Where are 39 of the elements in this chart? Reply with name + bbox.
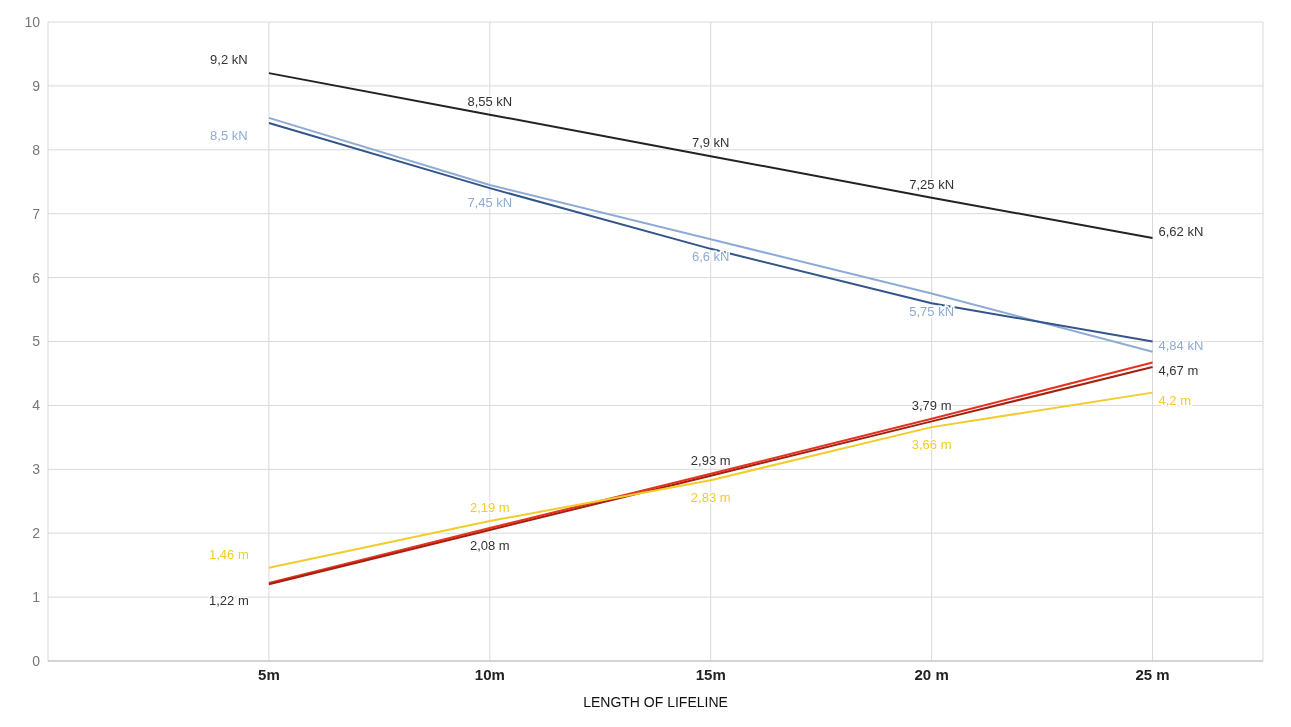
y-tick-label: 9 [32, 77, 41, 94]
data-label: 1,46 m [209, 546, 249, 562]
data-label: 6,6 kN [691, 249, 730, 265]
data-label: 5,75 kN [909, 303, 955, 319]
data-label: 8,55 kN [467, 93, 513, 109]
data-label: 2,19 m [469, 500, 510, 516]
y-tick-label: 6 [32, 269, 41, 286]
y-tick-label: 3 [32, 461, 41, 478]
data-label: 3,66 m [911, 437, 952, 453]
y-tick-label: 5 [32, 333, 41, 350]
data-label: 4,84 kN [1158, 337, 1204, 353]
y-tick-label: 10 [24, 13, 41, 30]
data-label: 2,93 m [690, 452, 731, 468]
x-axis-title: LENGTH OF LIFELINE [583, 694, 728, 710]
data-label: 7,25 kN [909, 176, 955, 192]
data-label: 3,79 m [911, 397, 952, 413]
y-tick-label: 1 [32, 589, 41, 606]
x-tick-label: 10m [474, 665, 505, 683]
data-label: 9,2 kN [210, 52, 248, 68]
y-tick-label: 0 [32, 652, 41, 669]
data-label: 2,08 m [469, 538, 510, 554]
data-label: 7,9 kN [691, 135, 730, 151]
line-series [267, 391, 1154, 569]
x-tick-label: 20 m [914, 665, 949, 683]
data-label: 1,22 m [209, 593, 249, 609]
x-tick-label: 25 m [1135, 665, 1170, 683]
y-tick-label: 8 [32, 141, 41, 158]
y-tick-label: 7 [32, 205, 41, 222]
y-tick-label: 2 [32, 525, 41, 542]
x-tick-label: 15m [695, 665, 726, 683]
y-tick-label: 4 [32, 397, 41, 414]
data-label: 7,45 kN [467, 194, 513, 210]
line-series [267, 72, 1154, 239]
data-label: 4,2 m [1158, 392, 1192, 408]
data-label: 4,67 m [1158, 362, 1199, 378]
data-label: 2,83 m [690, 490, 731, 506]
data-label: 8,5 kN [210, 127, 248, 143]
data-label: 6,62 kN [1158, 223, 1204, 239]
x-tick-label: 5m [258, 665, 280, 683]
